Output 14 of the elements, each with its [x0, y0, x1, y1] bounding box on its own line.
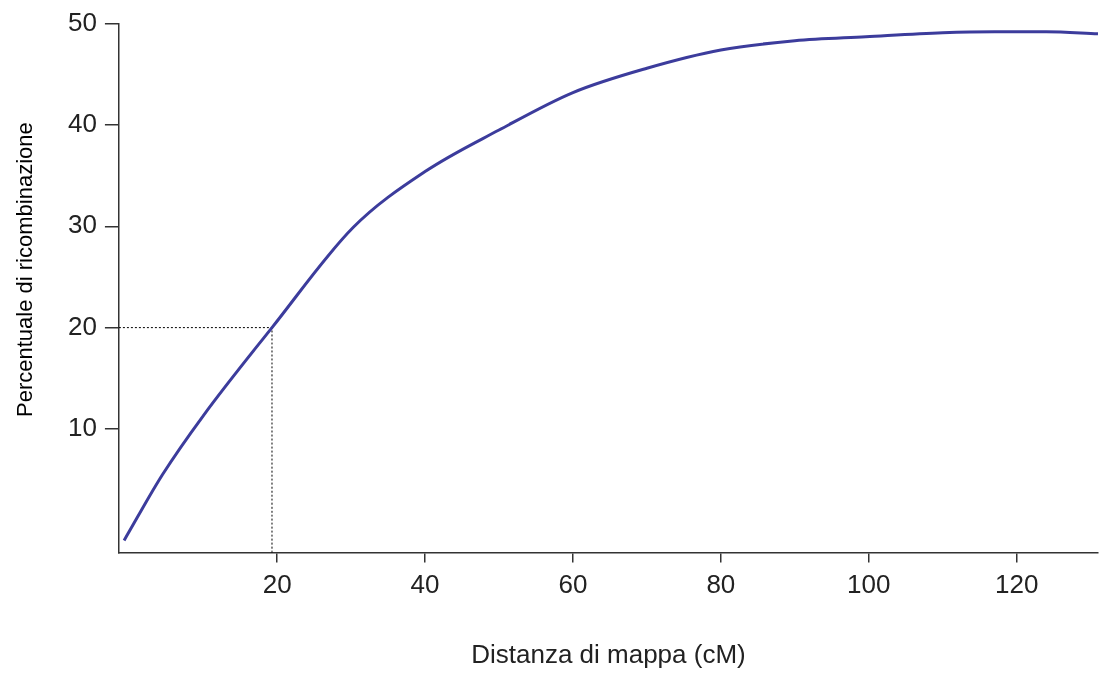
- x-tick-label: 20: [262, 569, 292, 600]
- x-axis-title: Distanza di mappa (cM): [471, 638, 746, 669]
- x-tick-label: 120: [994, 569, 1039, 600]
- y-tick-label: 10: [68, 412, 97, 443]
- y-tick-label: 20: [68, 310, 97, 341]
- line-series: [122, 30, 1100, 542]
- y-tick-label: 30: [68, 209, 97, 240]
- x-tick-label: 80: [706, 569, 736, 600]
- y-axis-title: Percentuale di ricombinazione: [12, 121, 38, 420]
- x-tick-label: 40: [410, 569, 440, 600]
- x-tick-label: 100: [847, 569, 891, 600]
- y-tick-label: 40: [68, 108, 97, 139]
- x-tick-label: 60: [558, 569, 588, 600]
- y-tick-label: 50: [68, 6, 97, 37]
